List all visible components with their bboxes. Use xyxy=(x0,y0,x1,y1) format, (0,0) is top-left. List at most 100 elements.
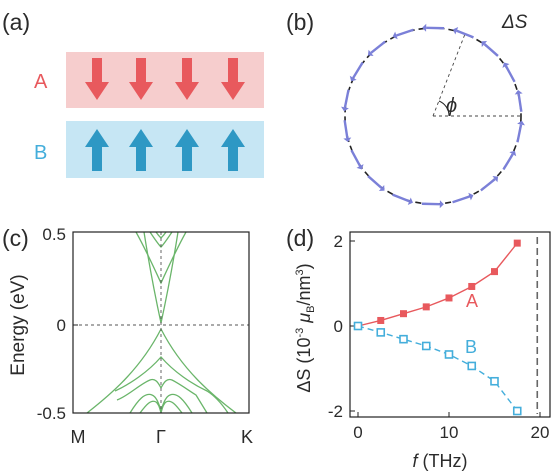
series-label-A: A xyxy=(466,291,478,311)
panel-d-frame xyxy=(349,231,551,418)
spin-precession-arrows xyxy=(341,23,525,209)
data-point-B xyxy=(467,361,477,371)
ylabel-part: /nm xyxy=(294,276,314,306)
xlabel-unit: (THz) xyxy=(418,451,468,471)
spin-arrow xyxy=(367,175,383,189)
c-ytick-label: 0 xyxy=(57,316,66,335)
data-point-A xyxy=(491,268,498,276)
spin-arrow xyxy=(452,195,470,204)
d-xtick-label: 20 xyxy=(531,423,550,442)
series-label-B: B xyxy=(465,337,477,357)
spin-arrow-head xyxy=(392,31,398,40)
panel-b: (b) ΔS ϕ xyxy=(286,9,528,209)
spin-arrow-head xyxy=(502,62,510,68)
data-point-A xyxy=(513,239,521,247)
band-structure xyxy=(86,232,237,413)
panel-d: (d) ΔS (10-3 μB/nm3) f (THz) 0 10 20 2 0… xyxy=(286,225,551,471)
spin-up-arrow xyxy=(175,129,199,171)
c-ytick-label: -0.5 xyxy=(37,404,66,423)
spin-arrow-head xyxy=(422,23,427,32)
ylabel-part: μ xyxy=(294,313,314,328)
layer-b-spin-arrows xyxy=(85,129,245,171)
layer-a-spin-arrows xyxy=(85,58,245,100)
data-point-A xyxy=(400,310,407,318)
spin-arrow-head xyxy=(481,41,488,48)
panel-c-label: (c) xyxy=(2,225,29,251)
panel-d-label: (d) xyxy=(286,225,314,251)
data-point-A xyxy=(422,303,430,311)
c-ytick-label: 0.5 xyxy=(42,225,66,244)
band-curve xyxy=(114,356,229,413)
d-ytick-label: 0 xyxy=(334,317,343,336)
d-ytick-label: 2 xyxy=(334,232,343,251)
ylabel-sup: -3 xyxy=(294,328,306,338)
c-xtick-label: M xyxy=(71,427,86,447)
ylabel-sub: B xyxy=(305,306,317,313)
band-curve xyxy=(116,378,208,413)
spin-down-arrow xyxy=(129,58,153,100)
chart-plot-area: AB xyxy=(353,237,539,416)
spin-arrow-head xyxy=(349,75,357,82)
spin-arrow xyxy=(343,120,349,139)
panel-c-ylabel: Energy (eV) xyxy=(8,274,29,375)
spin-arrow-head xyxy=(378,184,385,191)
xlabel-symbol: f xyxy=(413,451,420,471)
data-point-B xyxy=(444,350,454,359)
band-curve xyxy=(139,400,183,413)
d-xtick-label: 10 xyxy=(440,423,459,442)
spin-arrow xyxy=(392,193,410,203)
spin-arrow-head xyxy=(468,192,474,201)
d-xtick-label: 0 xyxy=(353,423,362,442)
spin-arrow xyxy=(480,178,496,192)
panel-d-ylabel: ΔS (10-3 μB/nm3) xyxy=(294,263,317,392)
spin-arrow-head xyxy=(407,197,413,205)
layer-a-label: A xyxy=(34,71,48,93)
c-xtick-label: Γ xyxy=(156,427,166,447)
spin-arrow xyxy=(350,149,362,167)
spin-down-arrow xyxy=(221,58,245,100)
spin-up-arrow xyxy=(85,129,109,171)
spin-arrow xyxy=(343,89,350,108)
panel-a: (a) A B xyxy=(2,9,264,178)
spin-down-arrow xyxy=(175,58,199,100)
spin-arrow xyxy=(502,153,514,171)
data-point-B xyxy=(399,334,408,344)
phi-symbol: ϕ xyxy=(446,95,457,117)
spin-arrow-head xyxy=(341,106,349,112)
panel-c-frame xyxy=(72,231,250,414)
spin-arrow-head xyxy=(517,120,525,126)
data-point-B xyxy=(353,321,363,331)
spin-arrow xyxy=(370,40,386,54)
data-point-A xyxy=(468,282,476,290)
spin-arrow-head xyxy=(439,200,444,209)
angle-arc xyxy=(438,100,450,117)
spin-arrow-head xyxy=(367,49,374,56)
c-xtick-label: K xyxy=(241,427,253,447)
layer-b-label: B xyxy=(34,142,47,164)
d-ytick-label: -2 xyxy=(328,402,343,421)
data-point-A xyxy=(445,294,453,302)
ylabel-part: ) xyxy=(294,263,314,269)
radius-line xyxy=(432,33,466,117)
spin-arrow-head xyxy=(492,176,499,183)
data-point-B xyxy=(376,328,386,337)
spin-arrow xyxy=(516,124,523,143)
ylabel-part: ΔS (10 xyxy=(294,338,314,393)
spin-down-arrow xyxy=(85,58,109,100)
data-point-B xyxy=(421,341,431,351)
spin-arrow xyxy=(483,43,499,57)
spin-arrow-head xyxy=(356,164,364,170)
spin-arrow xyxy=(456,29,474,39)
spin-arrow-head xyxy=(453,27,459,35)
delta-s-label: ΔS xyxy=(501,12,528,33)
spin-arrow xyxy=(352,61,364,79)
panel-a-label: (a) xyxy=(2,9,30,35)
panel-c: (c) Energy (eV) 0.5 0 xyxy=(2,225,253,447)
spin-arrow-head xyxy=(514,89,523,95)
data-point-B xyxy=(490,376,499,386)
band-curve xyxy=(129,393,193,413)
panel-d-xlabel: f (THz) xyxy=(413,451,468,471)
spin-up-arrow xyxy=(129,129,153,171)
band-curve xyxy=(86,327,237,413)
